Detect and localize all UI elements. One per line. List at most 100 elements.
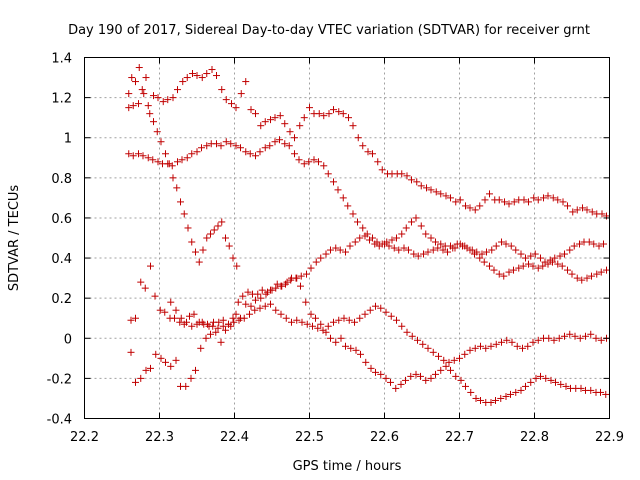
data-point — [417, 222, 425, 230]
data-point — [262, 290, 270, 298]
data-point — [127, 316, 135, 324]
data-point — [361, 232, 369, 240]
data-point — [199, 246, 207, 254]
data-point — [398, 230, 406, 238]
data-point — [252, 152, 259, 160]
data-point — [359, 224, 367, 232]
data-point — [152, 350, 160, 358]
data-point — [570, 242, 578, 250]
data-point — [174, 86, 181, 94]
data-point — [408, 218, 415, 226]
data-point — [532, 374, 540, 382]
data-point — [579, 204, 586, 212]
data-point — [177, 198, 184, 206]
data-point — [561, 332, 568, 340]
data-point — [550, 336, 558, 344]
data-point — [457, 376, 465, 384]
data-point — [413, 178, 421, 186]
data-point — [573, 274, 581, 282]
data-point — [529, 338, 537, 346]
data-point — [410, 250, 418, 258]
data-point — [178, 156, 186, 164]
data-point — [242, 148, 250, 156]
x-tick-label: 22.4 — [220, 430, 249, 445]
data-point — [537, 254, 544, 262]
data-point — [234, 298, 242, 306]
data-point — [229, 314, 237, 322]
data-point — [564, 202, 571, 210]
data-point — [169, 94, 177, 102]
data-point — [339, 110, 347, 118]
data-point — [366, 236, 373, 244]
data-point — [207, 230, 214, 238]
data-point — [261, 144, 269, 152]
data-point — [486, 190, 493, 198]
data-point — [256, 304, 264, 312]
data-point — [258, 286, 266, 294]
data-point — [405, 246, 412, 254]
data-point — [498, 338, 505, 346]
data-point — [522, 382, 529, 390]
data-point — [480, 258, 488, 266]
data-point — [472, 394, 480, 402]
data-point — [228, 100, 235, 108]
data-point — [530, 194, 538, 202]
data-point — [407, 372, 415, 380]
data-point — [125, 90, 133, 98]
data-point — [414, 336, 421, 344]
data-point — [203, 234, 211, 242]
data-point — [603, 266, 610, 274]
data-point — [252, 110, 259, 118]
data-point — [137, 374, 145, 382]
data-point — [468, 246, 476, 254]
data-point — [522, 254, 529, 262]
data-point — [172, 356, 180, 364]
data-point — [151, 292, 159, 300]
data-point — [534, 264, 542, 272]
data-point — [597, 336, 605, 344]
data-point — [359, 142, 367, 150]
data-point — [183, 74, 191, 82]
data-point — [402, 376, 409, 384]
y-tick-label: 1.4 — [51, 52, 72, 67]
data-point — [222, 326, 229, 334]
data-point — [140, 90, 148, 98]
data-point — [362, 358, 370, 366]
data-point — [169, 174, 177, 182]
data-point — [293, 316, 301, 324]
data-point — [492, 242, 500, 250]
data-point — [557, 380, 565, 388]
data-point — [306, 104, 313, 112]
data-point — [512, 246, 520, 254]
data-point — [505, 200, 513, 208]
x-tick-label: 22.8 — [520, 430, 549, 445]
data-point — [240, 314, 248, 322]
data-point — [173, 184, 181, 192]
data-point — [445, 358, 453, 366]
data-point — [349, 210, 357, 218]
data-point — [129, 152, 137, 160]
data-point — [377, 304, 385, 312]
data-point — [547, 376, 555, 384]
tick-marks — [84, 57, 610, 419]
data-point — [183, 154, 191, 162]
data-point — [437, 366, 445, 374]
data-point — [217, 338, 225, 346]
data-point — [193, 72, 201, 80]
data-point — [315, 110, 323, 118]
data-point — [207, 330, 214, 338]
data-point — [554, 196, 562, 204]
data-point — [344, 202, 352, 210]
data-point — [544, 192, 552, 200]
data-point — [327, 334, 334, 342]
data-point — [590, 240, 598, 248]
data-point — [372, 368, 379, 376]
data-point — [297, 272, 305, 280]
data-point — [583, 274, 591, 282]
data-point — [582, 332, 589, 340]
data-point — [202, 334, 210, 342]
data-point — [552, 378, 559, 386]
data-point — [272, 284, 280, 292]
data-point — [444, 248, 451, 256]
data-point — [246, 150, 254, 158]
